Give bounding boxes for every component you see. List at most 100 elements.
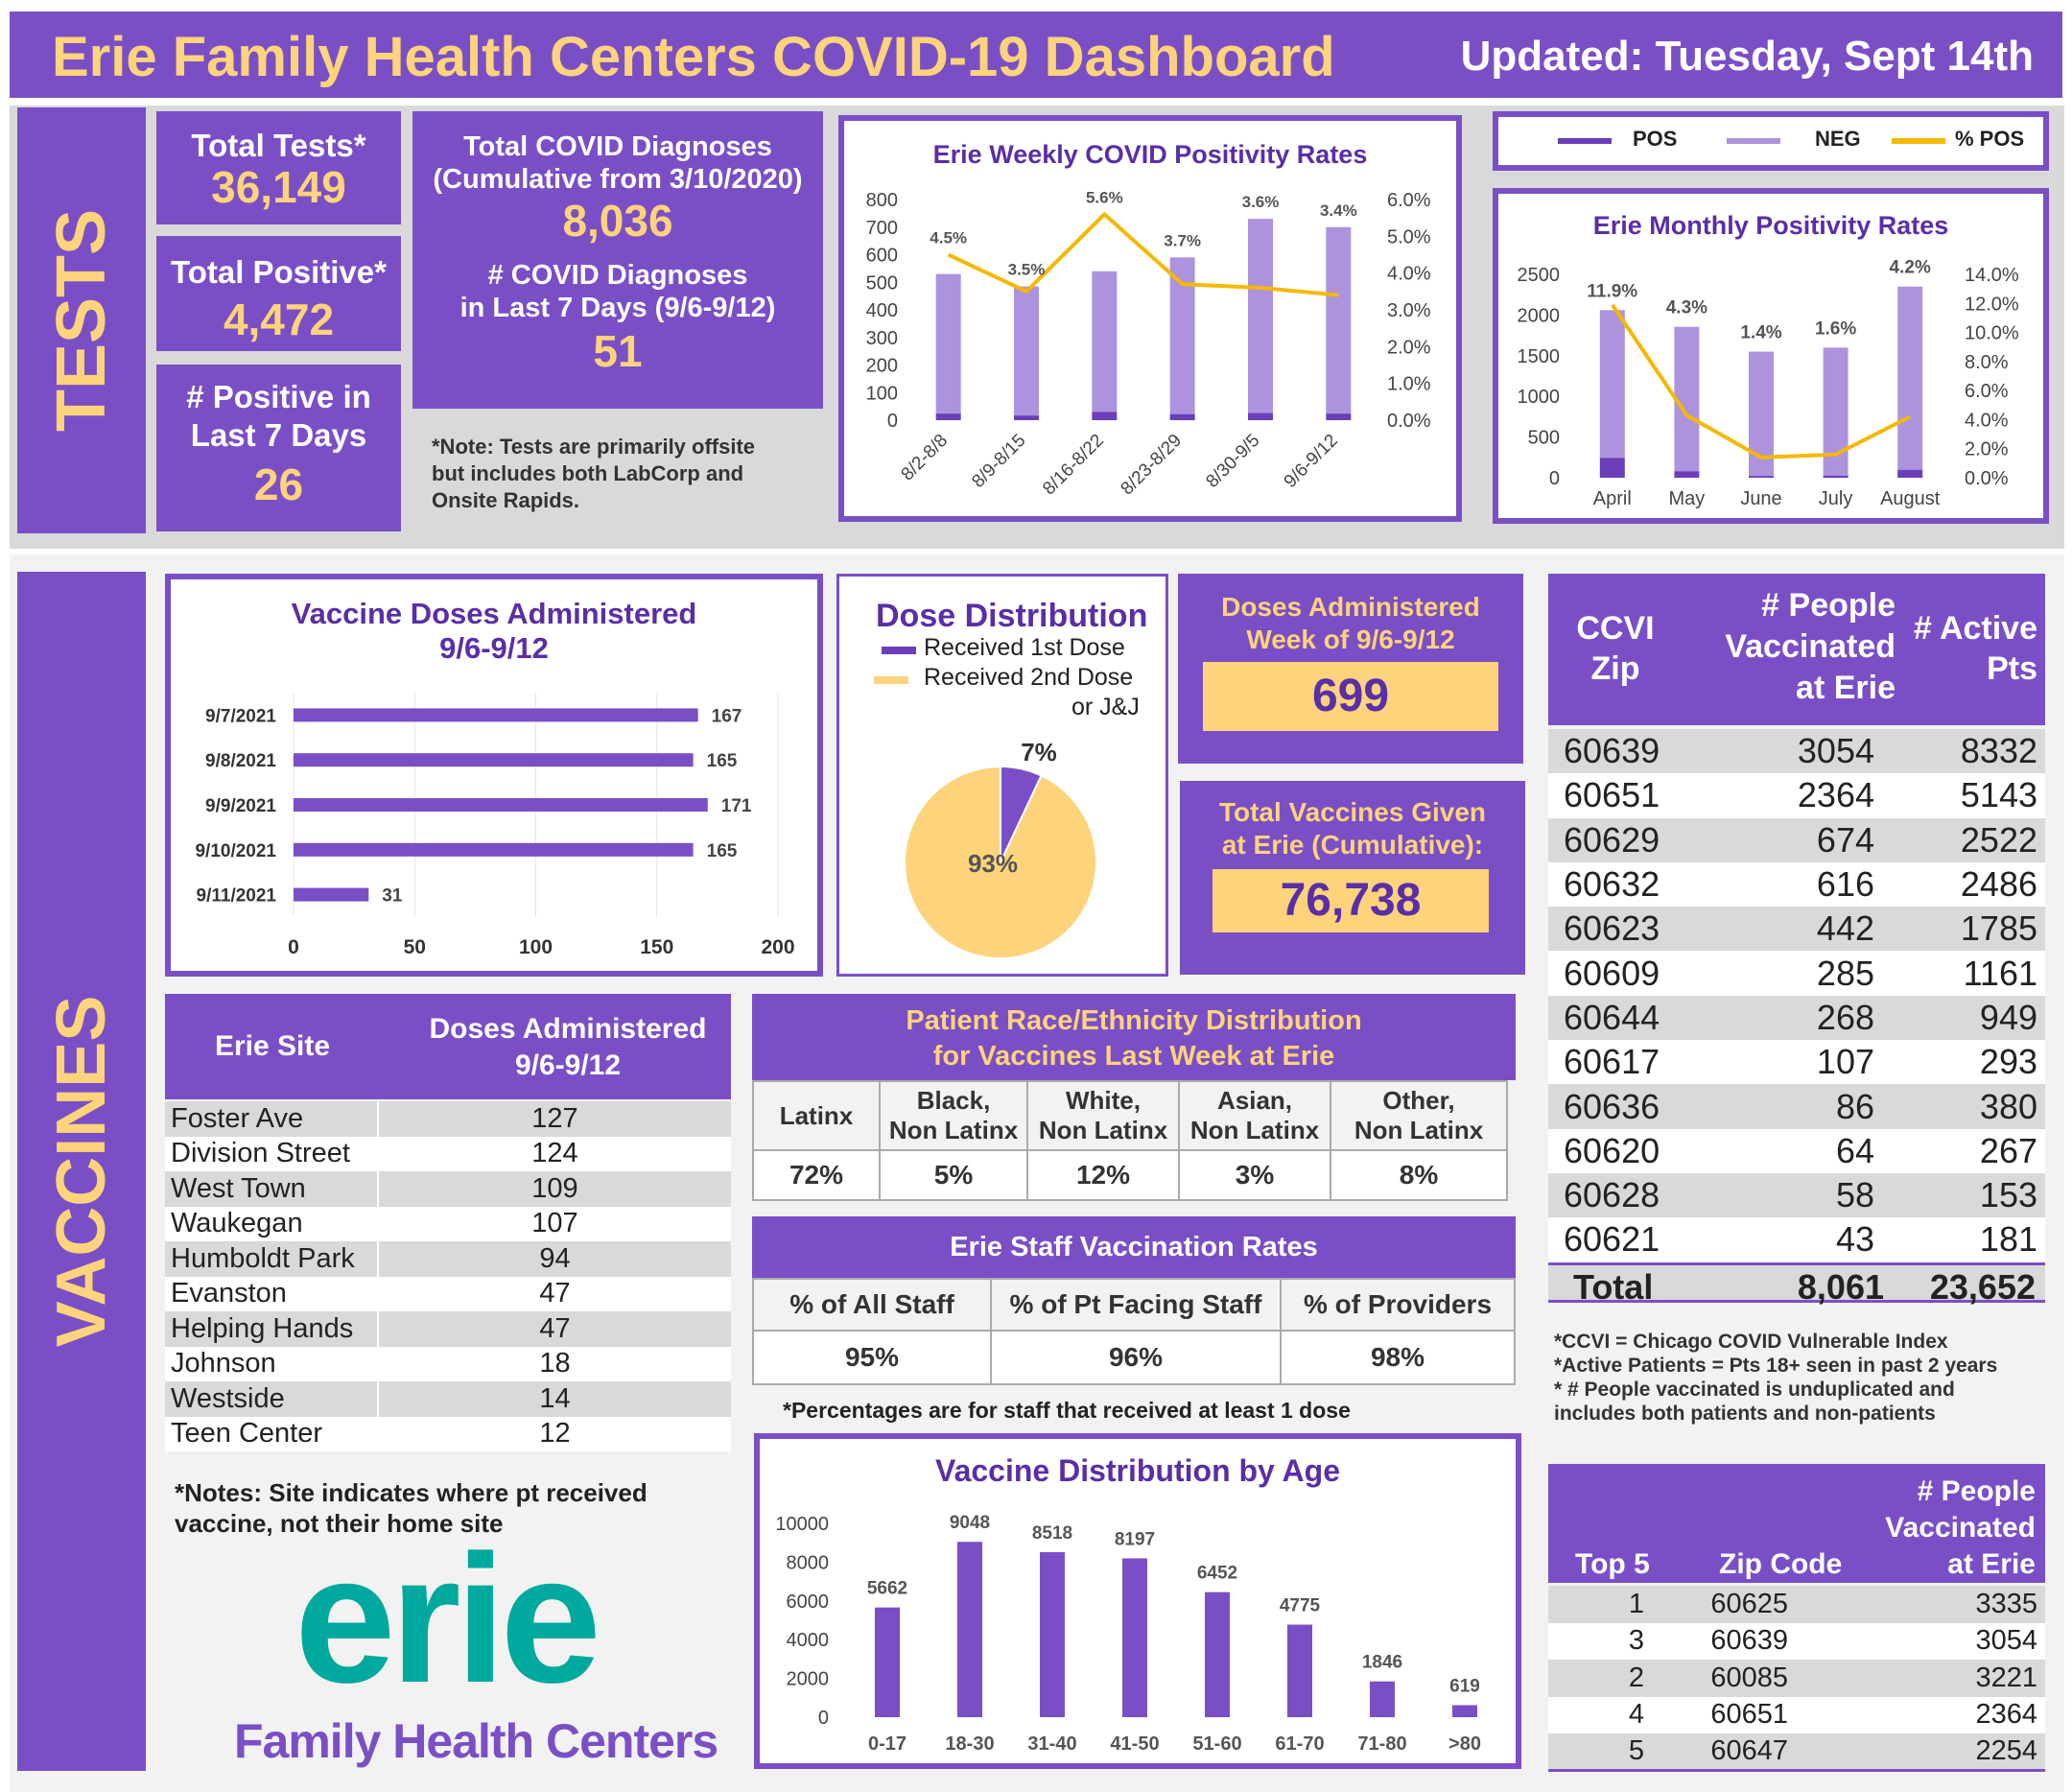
doses-y-tick-label: 9/11/2021 <box>197 886 277 907</box>
age-y-tick-label: 0 <box>818 1708 829 1729</box>
doses-data-label: 171 <box>721 796 752 816</box>
zip-table-row: 60639 3054 8332 <box>1548 729 2045 774</box>
tests-label-band: TESTS <box>17 107 146 533</box>
zip-active-cell: 267 <box>1884 1128 2045 1173</box>
total-vaccines-label-2: at Erie (Cumulative): <box>1221 830 1484 860</box>
zip-vaccinated-cell: 2364 <box>1692 773 1884 818</box>
monthly-y2-tick-label: 0.0% <box>1965 468 2009 489</box>
dose-legend-1-label: Received 1st Dose <box>924 634 1125 661</box>
positivity-legend: POS NEG % POS <box>1493 111 2049 171</box>
vaccines-label-band: VACCINES <box>17 572 146 1771</box>
monthly-pos-bar <box>1599 458 1625 478</box>
dose-legend-2-swatch <box>874 676 908 684</box>
zip-table-row: 60632 616 2486 <box>1548 861 2045 908</box>
site-note-2: vaccine, not their home site <box>175 1509 504 1538</box>
header-bar: Erie Family Health Centers COVID-19 Dash… <box>10 12 2062 98</box>
staff-header-cell: % of Providers <box>1280 1278 1516 1332</box>
zip-table-row: 60623 442 1785 <box>1548 907 2045 952</box>
top5-rank-cell: 3 <box>1548 1622 1654 1660</box>
total-vaccines-card: Total Vaccines Given at Erie (Cumulative… <box>1180 781 1525 975</box>
age-x-tick-label: 31-40 <box>1027 1733 1076 1755</box>
zip-table-row: 60629 674 2522 <box>1548 817 2045 862</box>
dashboard-title: Erie Family Health Centers COVID-19 Dash… <box>52 26 1335 88</box>
zip-vaccinated-cell: 86 <box>1692 1084 1884 1129</box>
weekly-neg-bar <box>1014 286 1039 416</box>
site-table-row: Humboldt Park 94 <box>165 1241 731 1277</box>
site-table-row: Helping Hands 47 <box>165 1311 731 1347</box>
tests-note-line-1: *Note: Tests are primarily offsite <box>432 435 756 459</box>
monthly-x-tick-label: May <box>1669 488 1706 509</box>
monthly-chart-title: Erie Monthly Positivity Rates <box>1593 211 1949 240</box>
zip-active-cell: 1161 <box>1884 951 2045 996</box>
ccvi-notes: *CCVI = Chicago COVID Vulnerable Index *… <box>1554 1330 1997 1426</box>
age-y-tick-label: 4000 <box>787 1630 830 1651</box>
site-name-cell: Teen Center <box>165 1416 379 1451</box>
weekly-y-tick-label: 300 <box>866 328 898 349</box>
weekly-neg-bar <box>1169 257 1195 414</box>
age-bar <box>1287 1624 1312 1717</box>
weekly-chart-panel: Erie Weekly COVID Positivity Rates 0 100 20… <box>838 115 1462 522</box>
zip-active-cell: 293 <box>1884 1040 2045 1085</box>
age-data-label: 1846 <box>1362 1653 1402 1673</box>
weekly-x-tick-label: 8/9-8/15 <box>968 431 1029 492</box>
weekly-y2-tick-label: 3.0% <box>1387 300 1431 321</box>
dose-legend-1-swatch <box>882 647 916 654</box>
site-name-cell: Westside <box>165 1381 379 1417</box>
week-doses-label-1: Doses Administered <box>1221 592 1480 622</box>
monthly-x-tick-label: April <box>1593 488 1632 509</box>
race-value-cell: 12% <box>1026 1149 1180 1201</box>
race-value-cell: 5% <box>879 1149 1028 1201</box>
zip-header-1a: CCVI <box>1576 610 1655 647</box>
top5-zip-cell: 60625 <box>1654 1586 1798 1623</box>
total-tests-label: Total Tests* <box>191 128 366 163</box>
diagnoses-card: Total COVID Diagnoses (Cumulative from 3… <box>412 111 823 409</box>
site-table: Foster Ave 127 Division Street 124 West Town… <box>165 1101 731 1451</box>
weekly-positivity-chart: Erie Weekly COVID Positivity Rates 0 100 20… <box>866 140 1431 500</box>
zip-table-row: 60617 107 293 <box>1548 1040 2045 1085</box>
top5-header-count-c: at Erie <box>1947 1548 2036 1580</box>
race-title-2: for Vaccines Last Week at Erie <box>932 1041 1335 1072</box>
doses-y-tick-label: 9/9/2021 <box>205 796 276 816</box>
monthly-y2-tick-label: 4.0% <box>1965 410 2009 431</box>
legend-pct-label: % POS <box>1955 127 2025 151</box>
zip-table-row: 60628 58 153 <box>1548 1172 2045 1218</box>
erie-logo: erie Family Health Centers <box>224 1523 718 1773</box>
top5-table-row: 1 60625 3335 <box>1548 1586 2045 1623</box>
race-grid: Latinx 72% Black, Non Latinx 5% White, Non L… <box>752 1080 1516 1203</box>
diagnoses-label-1: Total COVID Diagnoses <box>463 131 772 162</box>
zip-total-row: Total 8,061 23,652 <box>1548 1262 2045 1307</box>
doses-y-tick-label: 9/7/2021 <box>205 706 276 726</box>
monthly-x-tick-label: June <box>1740 488 1781 509</box>
site-name-cell: Johnson <box>165 1346 379 1381</box>
dose-distribution-pie: 7% 93% <box>904 738 1097 959</box>
weekly-neg-bar <box>935 273 961 414</box>
zip-active-cell: 949 <box>1884 995 2045 1041</box>
weekly-y2-tick-label: 0.0% <box>1387 411 1431 432</box>
updated-date: Updated: Tuesday, Sept 14th <box>1460 33 2034 80</box>
top5-table-row: 4 60651 2364 <box>1548 1696 2045 1733</box>
zip-code-cell: 60636 <box>1548 1084 1692 1129</box>
doses-data-label: 31 <box>382 886 403 907</box>
monthly-pct-label: 1.4% <box>1740 323 1781 343</box>
top5-rank-cell: 5 <box>1548 1733 1654 1771</box>
diagnoses-label-2: (Cumulative from 3/10/2020) <box>433 164 803 195</box>
site-name-cell: Foster Ave <box>165 1101 379 1137</box>
weekly-x-tick-label: 8/16-8/22 <box>1039 431 1108 500</box>
site-name-cell: Helping Hands <box>165 1311 379 1347</box>
zip-active-cell: 2486 <box>1884 861 2045 908</box>
race-value-cell: 72% <box>752 1149 881 1201</box>
zip-header-3b: Pts <box>1987 650 2037 687</box>
staff-grid: % of All Staff 95%% of Pt Facing Staff 96%… <box>752 1278 1516 1385</box>
age-distribution-chart: Vaccine Distribution by Age 0 2000 4000 6000… <box>775 1453 1481 1755</box>
doses-chart-subtitle: 9/6-9/12 <box>439 631 549 665</box>
weekly-y2-tick-label: 2.0% <box>1387 337 1431 358</box>
site-name-cell: Division Street <box>165 1136 379 1171</box>
doses-chart-panel: Vaccine Doses Administered 9/6-9/12 0 50 100… <box>165 574 823 977</box>
zip-code-cell: 60623 <box>1548 907 1692 952</box>
monthly-neg-bar <box>1674 326 1700 472</box>
age-x-tick-label: 61-70 <box>1275 1733 1324 1755</box>
weekly-chart-title: Erie Weekly COVID Positivity Rates <box>933 140 1368 169</box>
zip-vaccinated-cell: 285 <box>1692 951 1884 996</box>
site-doses-cell: 14 <box>378 1381 731 1417</box>
doses-bar <box>294 842 694 857</box>
